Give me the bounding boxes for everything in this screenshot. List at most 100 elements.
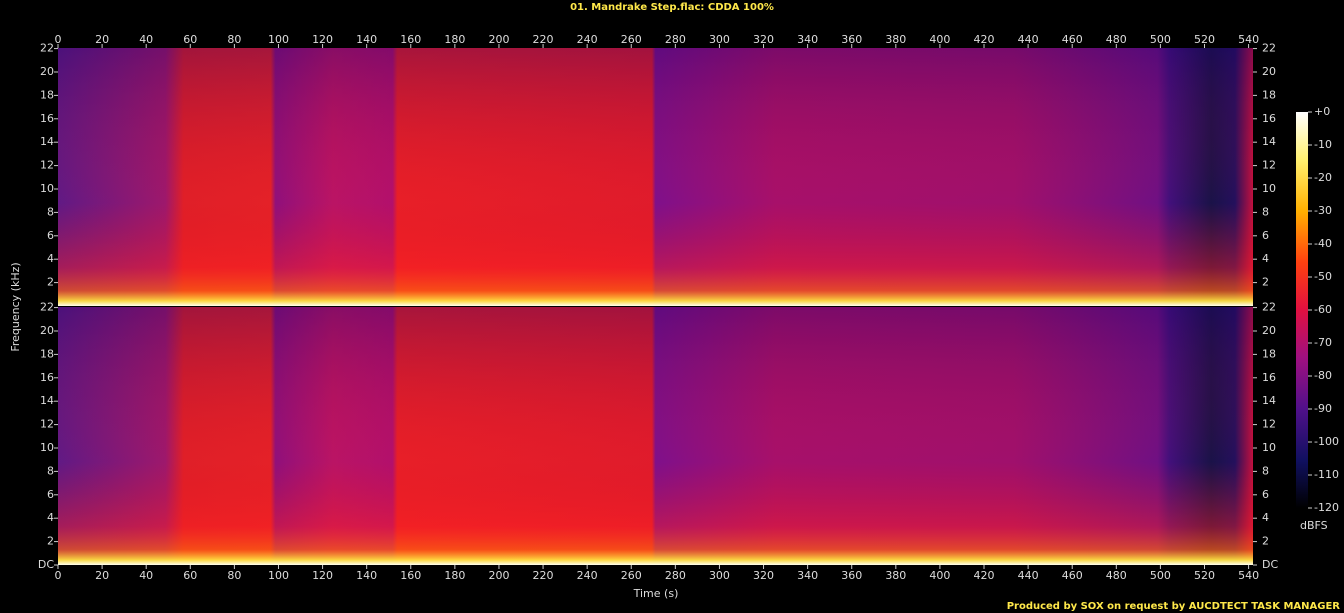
x-tick-label: 280 bbox=[665, 33, 686, 46]
x-tick-label: 100 bbox=[268, 569, 289, 582]
y-tick-label: 22 bbox=[40, 42, 54, 55]
y-tick-label: DC bbox=[1262, 558, 1278, 571]
x-tick-label: 240 bbox=[577, 33, 598, 46]
x-tick-label: 340 bbox=[797, 569, 818, 582]
chart-title: 01. Mandrake Step.flac: CDDA 100% bbox=[570, 2, 774, 13]
x-tick-label: 280 bbox=[665, 569, 686, 582]
colorbar-tick-label: +0 bbox=[1314, 105, 1330, 118]
colorbar-tick-label: -90 bbox=[1314, 402, 1332, 415]
x-tick-label: 320 bbox=[753, 569, 774, 582]
y-tick-label: 4 bbox=[1262, 252, 1269, 265]
x-tick-label: 220 bbox=[533, 569, 554, 582]
x-tick-label: 240 bbox=[577, 569, 598, 582]
y-tick-label: 8 bbox=[47, 205, 54, 218]
x-tick-label: 40 bbox=[139, 33, 153, 46]
x-tick-label: 520 bbox=[1194, 33, 1215, 46]
y-tick-label: 2 bbox=[47, 535, 54, 548]
x-tick-label: 140 bbox=[356, 569, 377, 582]
x-tick-label: 460 bbox=[1062, 33, 1083, 46]
x-tick-label: 440 bbox=[1018, 33, 1039, 46]
x-tick-label: 160 bbox=[400, 569, 421, 582]
x-tick-label: 260 bbox=[621, 569, 642, 582]
colorbar-tick-label: -70 bbox=[1314, 336, 1332, 349]
spectrogram-shading bbox=[58, 48, 1253, 306]
x-tick-label: 420 bbox=[974, 569, 995, 582]
x-tick-label: 480 bbox=[1106, 33, 1127, 46]
colorbar-tick-label: -80 bbox=[1314, 369, 1332, 382]
x-tick-label: 520 bbox=[1194, 569, 1215, 582]
x-tick-label: 0 bbox=[55, 33, 62, 46]
y-tick-label: 22 bbox=[1262, 301, 1276, 314]
y-tick-label: 18 bbox=[40, 347, 54, 360]
x-tick-label: 360 bbox=[841, 33, 862, 46]
y-tick-label: 12 bbox=[40, 418, 54, 431]
colorbar-tick-label: -30 bbox=[1314, 204, 1332, 217]
y-tick-label: 6 bbox=[47, 229, 54, 242]
colorbar-tick-label: -10 bbox=[1314, 138, 1332, 151]
x-tick-label: 300 bbox=[709, 33, 730, 46]
x-tick-label: 300 bbox=[709, 569, 730, 582]
colorbar-label: dBFS bbox=[1300, 519, 1328, 532]
y-tick-label: 18 bbox=[1262, 347, 1276, 360]
x-tick-label: 400 bbox=[929, 33, 950, 46]
y-tick-label: 22 bbox=[1262, 42, 1276, 55]
y-tick-label: 12 bbox=[40, 159, 54, 172]
y-tick-label: 2 bbox=[1262, 276, 1269, 289]
y-tick-label: DC bbox=[38, 558, 54, 571]
y-tick-label: 16 bbox=[1262, 112, 1276, 125]
colorbar-tick-label: -20 bbox=[1314, 171, 1332, 184]
x-tick-label: 480 bbox=[1106, 569, 1127, 582]
x-tick-label: 80 bbox=[227, 569, 241, 582]
x-tick-label: 60 bbox=[183, 569, 197, 582]
x-tick-label: 420 bbox=[974, 33, 995, 46]
y-tick-label: 2 bbox=[47, 276, 54, 289]
y-tick-label: 22 bbox=[40, 301, 54, 314]
x-tick-label: 140 bbox=[356, 33, 377, 46]
y-tick-label: 12 bbox=[1262, 159, 1276, 172]
x-tick-label: 160 bbox=[400, 33, 421, 46]
colorbar-tick-label: -100 bbox=[1314, 435, 1339, 448]
y-tick-label: 14 bbox=[1262, 135, 1276, 148]
y-tick-label: 14 bbox=[40, 135, 54, 148]
y-tick-label: 4 bbox=[47, 252, 54, 265]
y-tick-label: 10 bbox=[1262, 441, 1276, 454]
spectrogram-shading bbox=[58, 307, 1253, 565]
y-tick-label: 16 bbox=[40, 112, 54, 125]
y-tick-label: 18 bbox=[40, 88, 54, 101]
x-tick-label: 120 bbox=[312, 33, 333, 46]
colorbar-tick-label: -60 bbox=[1314, 303, 1332, 316]
colorbar-tick-label: -40 bbox=[1314, 237, 1332, 250]
x-tick-label: 320 bbox=[753, 33, 774, 46]
x-tick-label: 340 bbox=[797, 33, 818, 46]
x-tick-label: 500 bbox=[1150, 33, 1171, 46]
x-tick-label: 360 bbox=[841, 569, 862, 582]
x-tick-label: 400 bbox=[929, 569, 950, 582]
y-tick-label: 10 bbox=[40, 441, 54, 454]
y-tick-label: 2 bbox=[1262, 535, 1269, 548]
y-tick-label: 12 bbox=[1262, 418, 1276, 431]
footer: Produced by SOX on request by AUCDTECT T… bbox=[1007, 601, 1341, 612]
x-tick-label: 100 bbox=[268, 33, 289, 46]
y-tick-label: 10 bbox=[40, 182, 54, 195]
x-tick-label: 0 bbox=[55, 569, 62, 582]
x-tick-label: 200 bbox=[488, 569, 509, 582]
y-tick-label: 6 bbox=[47, 488, 54, 501]
y-tick-label: 20 bbox=[40, 324, 54, 337]
x-tick-label: 20 bbox=[95, 33, 109, 46]
y-tick-label: 4 bbox=[47, 511, 54, 524]
colorbar-tick-label: -50 bbox=[1314, 270, 1332, 283]
x-tick-label: 120 bbox=[312, 569, 333, 582]
y-tick-label: 16 bbox=[40, 371, 54, 384]
x-axis-label: Time (s) bbox=[633, 587, 679, 600]
y-tick-label: 6 bbox=[1262, 229, 1269, 242]
y-tick-label: 20 bbox=[40, 65, 54, 78]
y-tick-label: 8 bbox=[47, 464, 54, 477]
x-tick-label: 180 bbox=[444, 33, 465, 46]
x-tick-label: 200 bbox=[488, 33, 509, 46]
y-tick-label: 18 bbox=[1262, 88, 1276, 101]
y-axis-label: Frequency (kHz) bbox=[9, 262, 22, 351]
y-tick-label: 16 bbox=[1262, 371, 1276, 384]
y-tick-label: 4 bbox=[1262, 511, 1269, 524]
colorbar-tick-label: -120 bbox=[1314, 501, 1339, 514]
